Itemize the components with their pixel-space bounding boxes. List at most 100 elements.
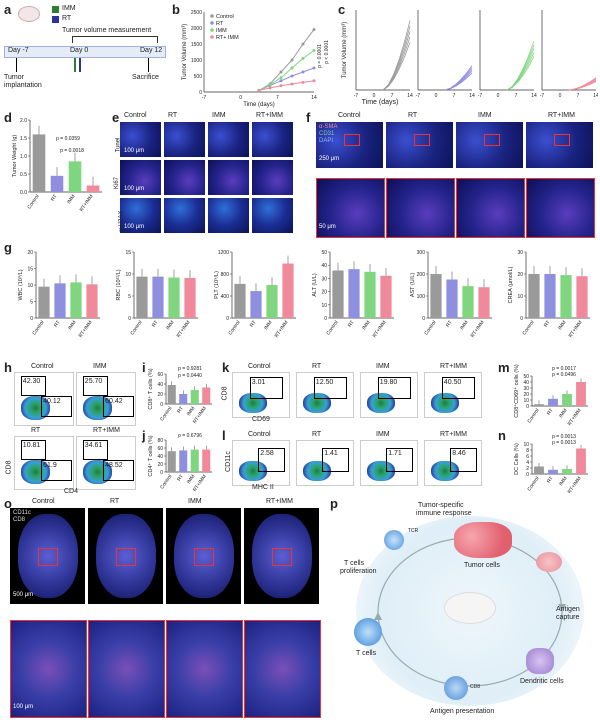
y-tick-label: 400 <box>221 294 230 300</box>
category-label: Control <box>423 320 437 337</box>
category-label: RT <box>53 320 62 329</box>
bar <box>562 468 572 474</box>
panel-label-l: l <box>222 428 226 443</box>
y-axis-label: CREA (μmol/L) <box>508 266 514 303</box>
category-label: RT <box>546 408 555 417</box>
scale-bar-label: 100 μm <box>13 704 34 710</box>
immune-response-label-2: immune response <box>416 510 472 517</box>
column-label: RT+IMM <box>548 112 575 119</box>
y-tick-label: 1200 <box>218 250 229 256</box>
gate-box <box>377 377 411 400</box>
flow-plot: 8.46 <box>424 440 482 486</box>
bar <box>190 449 199 472</box>
data-point <box>279 79 283 83</box>
p-value-label: p = 0.0017 <box>552 366 576 372</box>
flow-plot-title: IMM <box>93 363 107 370</box>
category-label: RT+IMM <box>567 476 583 495</box>
gate-box <box>313 377 347 400</box>
ihc-image <box>252 160 293 195</box>
x-axis-label: Time (days) <box>362 99 399 106</box>
imm-arrow <box>74 58 76 72</box>
population-density <box>20 396 50 420</box>
y-axis-label: CD11c <box>224 451 232 472</box>
category-label: IMM <box>558 408 568 419</box>
y-tick-label: 4 <box>526 460 529 466</box>
category-label: IMM <box>186 474 196 485</box>
y-tick-label: 40 <box>321 263 327 269</box>
scale-bar-label: 50 μm <box>319 224 336 230</box>
gate-percent: 48.52 <box>105 462 123 470</box>
data-point <box>279 76 283 80</box>
y-tick-label: 2000 <box>191 26 202 32</box>
y-tick-label: 0 <box>226 316 229 322</box>
category-label: RT+IMM <box>79 194 95 213</box>
lymph-node-zoom-image <box>88 620 165 718</box>
data-point <box>312 66 316 70</box>
bar <box>534 466 544 474</box>
population-density <box>366 392 395 413</box>
lymph-node-overview-image <box>88 508 163 604</box>
individual-growth-line <box>568 77 597 91</box>
gate-box <box>41 396 73 417</box>
scale-bar-label: 500 μm <box>13 592 34 598</box>
bar <box>86 185 100 192</box>
category-label: RT <box>50 194 59 203</box>
row-label: Ki67 <box>114 176 121 190</box>
category-label: RT <box>176 474 185 483</box>
y-axis-label: Tumor Weight (g) <box>12 135 18 178</box>
x-tick-label: 7 <box>515 93 518 99</box>
y-tick-label: 1.0 <box>20 154 27 160</box>
bar <box>560 275 572 318</box>
bar <box>364 271 376 318</box>
presentation-cell-icon <box>444 676 468 700</box>
y-tick-label: 80 <box>157 438 163 444</box>
x-tick-label: 14 <box>531 93 537 99</box>
category-label: RT+IMM <box>176 320 192 339</box>
channel-tag: α-SMA <box>319 124 338 130</box>
individual-growth-line <box>506 40 535 91</box>
data-point <box>257 88 261 92</box>
bar <box>562 394 572 406</box>
category-label: Control <box>325 320 339 337</box>
cd8-label: CD8 <box>470 684 481 690</box>
gate-percent: 10.81 <box>22 441 41 449</box>
cd4-cd8-flow-plots: 42.30 40.12 Control 25.70 60.42 IMM 10.81 61.9 R… <box>6 363 140 495</box>
y-tick-label: 2500 <box>191 10 202 16</box>
y-tick-label: 20 <box>517 272 523 278</box>
y-tick-label: 10 <box>321 303 327 309</box>
bar <box>190 390 199 404</box>
blood-chart: 0 10 20 30 Control RT IMM RT+IMM CREA (μmol/L) <box>508 250 590 339</box>
column-label: IMM <box>188 498 202 505</box>
channel-tag: DAPI <box>319 138 334 144</box>
mechanism-diagram: Tumor-specific immune response Tumor cel… <box>336 500 598 720</box>
bar <box>184 277 196 318</box>
legend-marker <box>210 21 214 25</box>
category-label: RT+IMM <box>568 320 584 339</box>
y-axis-label: CD8⁺ T cells (%) <box>147 368 154 409</box>
bar <box>332 270 344 318</box>
y-axis-label: CD8⁺CD69⁺ cells (%) <box>513 364 520 418</box>
y-tick-label: 0.5 <box>20 172 27 178</box>
category-label: Control <box>227 320 241 337</box>
x-tick-label: 7 <box>391 93 394 99</box>
y-tick-label: 500 <box>194 74 203 80</box>
bar <box>179 450 188 472</box>
flow-plot: 34.61 48.52 <box>76 436 136 490</box>
flow-plot-title: Control <box>248 431 271 438</box>
population-density <box>430 392 459 413</box>
gate-percent: 42.30 <box>22 377 41 385</box>
column-label: Control <box>338 112 361 119</box>
tcr-label: TCR <box>408 528 419 534</box>
column-label: Control <box>32 498 55 505</box>
column-label: RT <box>168 112 178 119</box>
flow-plot: 25.70 60.42 <box>76 372 136 426</box>
data-point <box>268 86 272 90</box>
category-label: Control <box>526 408 540 425</box>
y-tick-label: 0 <box>30 316 33 322</box>
gate-percent: 34.61 <box>84 441 103 449</box>
lymph-node-zoom-image <box>10 620 87 718</box>
y-tick-label: 0 <box>526 472 529 478</box>
bar <box>478 287 490 318</box>
